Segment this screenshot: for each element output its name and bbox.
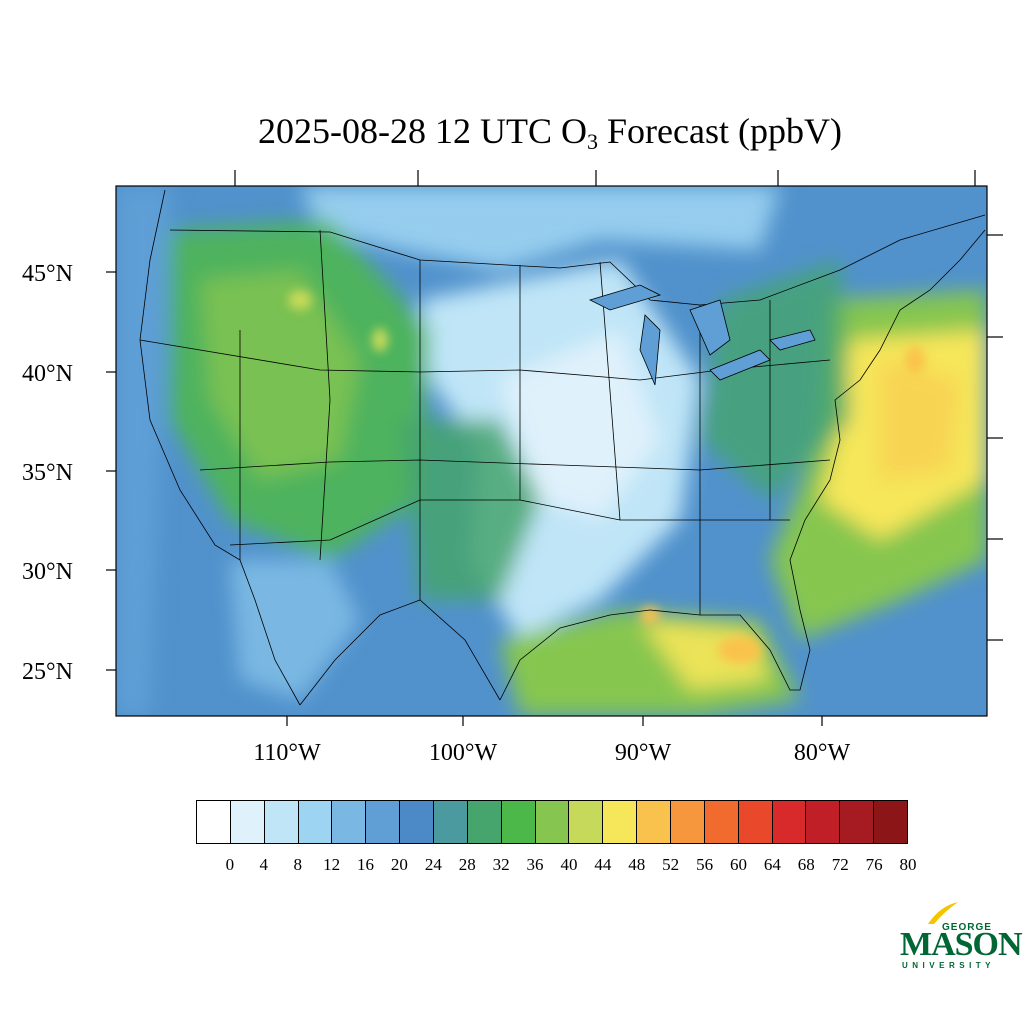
colorbar-box (806, 801, 841, 843)
colorbar-box (400, 801, 435, 843)
map-frame (115, 185, 988, 717)
hotspots (288, 290, 925, 664)
great-lakes (588, 284, 816, 386)
title-suffix: Forecast (ppbV) (598, 111, 842, 151)
colorbar-box (298, 801, 333, 843)
colorbar-label: 68 (797, 855, 815, 874)
colorbar-box (434, 801, 468, 843)
lon-label: 90°W (615, 740, 672, 766)
lat-label: 25°N (22, 659, 73, 685)
lon-label: 100°W (429, 740, 498, 766)
colorbar-label: 28 (458, 855, 476, 874)
lat-label: 40°N (22, 361, 73, 387)
colorbar-box (467, 801, 502, 843)
colorbar-box (840, 801, 875, 843)
colorbar-label: 56 (696, 855, 714, 874)
colorbar-box (569, 801, 604, 843)
colorbar-box (264, 801, 299, 843)
colorbar-box (603, 801, 638, 843)
gmu-logo: GEORGE MASON UNIVERSITY (900, 900, 1023, 970)
map-title: 2025-08-28 12 UTC O3 Forecast (ppbV) (0, 110, 1024, 155)
boundaries (139, 189, 986, 706)
colorbar-label: 4 (259, 855, 269, 874)
colorbar-label: 76 (865, 855, 883, 874)
colorbar-label: 0 (225, 855, 235, 874)
colorbar-box (637, 801, 672, 843)
colorbar-label: 8 (293, 855, 302, 874)
logo-line2: MASON (900, 926, 1023, 963)
lat-label: 30°N (22, 559, 73, 585)
longitude-labels: 110°W 100°W 90°W 80°W (253, 740, 850, 766)
colorbar-label: 60 (729, 855, 747, 874)
colorbar-box (535, 801, 570, 843)
colorbar-label: 36 (526, 855, 544, 874)
colorbar-box (366, 801, 401, 843)
logo-line3: UNIVERSITY (902, 961, 996, 970)
lon-label: 80°W (794, 740, 851, 766)
colorbar-box (704, 801, 739, 843)
swoosh-icon (928, 902, 958, 924)
colorbar-box (501, 801, 536, 843)
colorbar-box (230, 801, 265, 843)
tick-marks (106, 170, 1003, 726)
latitude-labels: 45°N 40°N 35°N 30°N 25°N (22, 261, 73, 685)
colorbar-label: 20 (390, 855, 408, 874)
logo-line1: GEORGE (942, 922, 992, 933)
title-subscript: 3 (587, 129, 599, 154)
colorbar-box (874, 801, 908, 843)
title-prefix: 2025-08-28 12 UTC O (258, 111, 588, 151)
colorbar-labels: 0 4 8 12 16 20 24 28 32 36 40 44 48 52 56 60 64 68 72 76 80 (196, 855, 917, 879)
map-field (116, 186, 987, 716)
colorbar-label: 24 (424, 855, 442, 874)
colorbar-box (332, 801, 367, 843)
colorbar-label: 72 (831, 855, 849, 874)
colorbar-box (772, 801, 807, 843)
lat-label: 35°N (22, 460, 73, 486)
colorbar-label: 80 (899, 855, 917, 874)
colorbar (196, 800, 908, 844)
colorbar-label: 40 (560, 855, 578, 874)
colorbar-label: 16 (357, 855, 375, 874)
colorbar-box (671, 801, 705, 843)
lat-label: 45°N (22, 261, 73, 287)
colorbar-label: 64 (763, 855, 781, 874)
colorbar-label: 48 (628, 855, 646, 874)
colorbar-box (197, 801, 231, 843)
lon-label: 110°W (253, 740, 321, 766)
colorbar-label: 12 (323, 855, 341, 874)
colorbar-label: 44 (594, 855, 612, 874)
colorbar-label: 32 (492, 855, 510, 874)
colorbar-label: 52 (662, 855, 680, 874)
colorbar-box (738, 801, 773, 843)
